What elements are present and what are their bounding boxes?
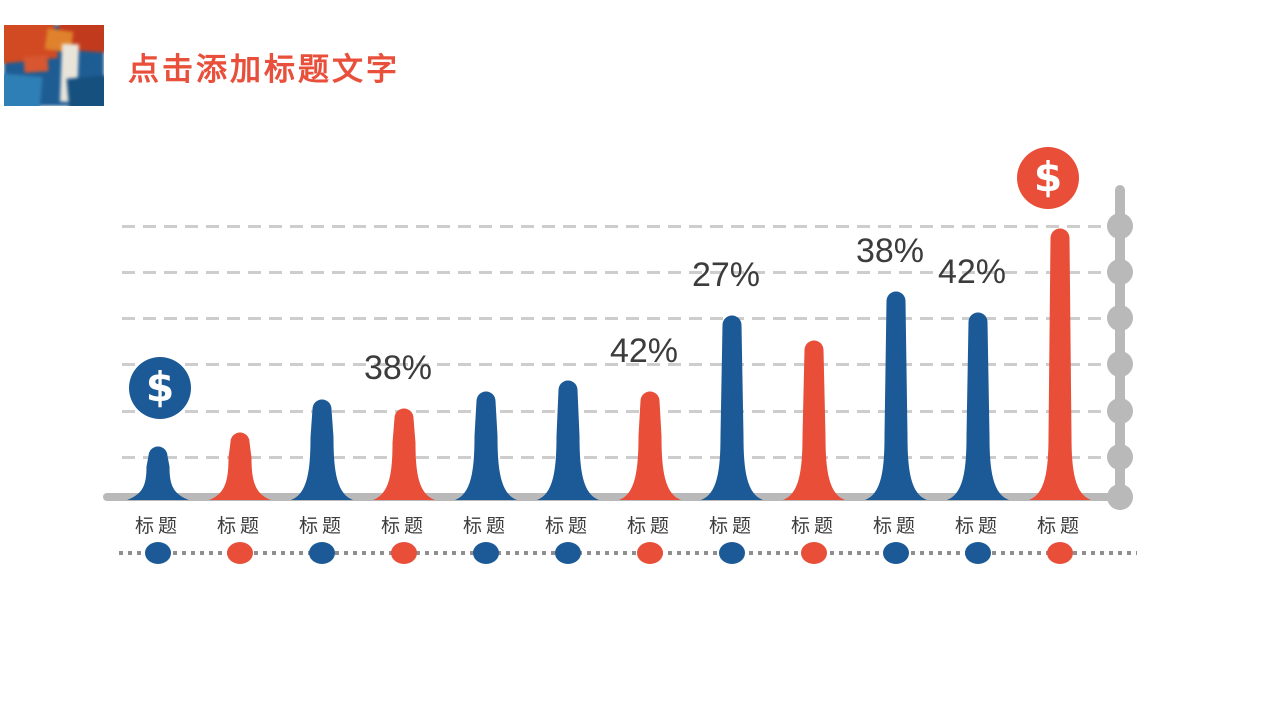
bar-category-label: 标题 <box>298 516 345 537</box>
dollar-icon: $ <box>145 362 175 411</box>
category-marker-dot <box>719 542 745 564</box>
bar-category-label: 标题 <box>1036 516 1083 537</box>
bar-category-label: 标题 <box>872 516 919 537</box>
gridline <box>122 317 1105 320</box>
trumpet-bar <box>455 391 517 500</box>
trumpet-bar <box>701 315 763 500</box>
axis-node-dot <box>1107 213 1133 239</box>
gridline <box>122 271 1105 274</box>
gridline <box>122 363 1105 366</box>
dollar-badge: $ <box>1017 147 1079 209</box>
bar-category-label: 标题 <box>462 516 509 537</box>
thumbnail-paint-patch <box>66 75 104 106</box>
bar-percentage-label: 38% <box>855 232 925 270</box>
category-marker-dot <box>227 542 253 564</box>
axis-node-dot <box>1107 484 1133 510</box>
right-axis-line <box>1115 185 1125 501</box>
dollar-icon: $ <box>1033 152 1063 201</box>
gridline <box>122 410 1105 413</box>
bar-percentage-label: 42% <box>609 332 679 370</box>
category-marker-dot <box>965 542 991 564</box>
trumpet-bar <box>209 432 271 500</box>
slide-title-placeholder[interactable]: 点击添加标题文字 <box>128 52 400 87</box>
bar-percentage-label: 42% <box>937 253 1007 291</box>
bar-category-label: 标题 <box>954 516 1001 537</box>
category-marker-dot <box>309 542 335 564</box>
abstract-painting-thumbnail <box>4 25 104 106</box>
bar-category-label: 标题 <box>708 516 755 537</box>
trumpet-bar <box>291 399 353 500</box>
axis-node-dot <box>1107 351 1133 377</box>
category-marker-dot <box>637 542 663 564</box>
axis-node-dot <box>1107 444 1133 470</box>
bar-percentage-label: 27% <box>691 256 761 294</box>
baseline-axis <box>103 493 1125 501</box>
bar-category-label: 标题 <box>216 516 263 537</box>
bar-category-label: 标题 <box>544 516 591 537</box>
bar-category-label: 标题 <box>790 516 837 537</box>
trumpet-bar <box>1029 228 1091 500</box>
category-marker-dot <box>1047 542 1073 564</box>
axis-node-dot <box>1107 259 1133 285</box>
bar-category-label: 标题 <box>134 516 181 537</box>
trumpet-bar <box>537 380 599 500</box>
bottom-dotted-line <box>119 551 1137 555</box>
trumpet-bar <box>865 291 927 500</box>
category-marker-dot <box>555 542 581 564</box>
trumpet-bar <box>783 340 845 500</box>
trumpet-bar <box>947 312 1009 500</box>
category-marker-dot <box>801 542 827 564</box>
bar-category-label: 标题 <box>380 516 427 537</box>
category-marker-dot <box>145 542 171 564</box>
category-marker-dot <box>883 542 909 564</box>
axis-node-dot <box>1107 305 1133 331</box>
trumpet-bar <box>373 408 435 500</box>
trumpet-bar <box>619 391 681 500</box>
gridline <box>122 456 1105 459</box>
category-marker-dot <box>391 542 417 564</box>
gridline <box>122 225 1105 228</box>
bar-category-label: 标题 <box>626 516 673 537</box>
trumpet-bar <box>127 446 189 500</box>
axis-node-dot <box>1107 398 1133 424</box>
thumbnail-paint-patch <box>4 73 43 106</box>
thumbnail-paint-patch <box>23 54 49 73</box>
dollar-badge: $ <box>129 357 191 419</box>
bar-percentage-label: 38% <box>363 349 433 387</box>
category-marker-dot <box>473 542 499 564</box>
